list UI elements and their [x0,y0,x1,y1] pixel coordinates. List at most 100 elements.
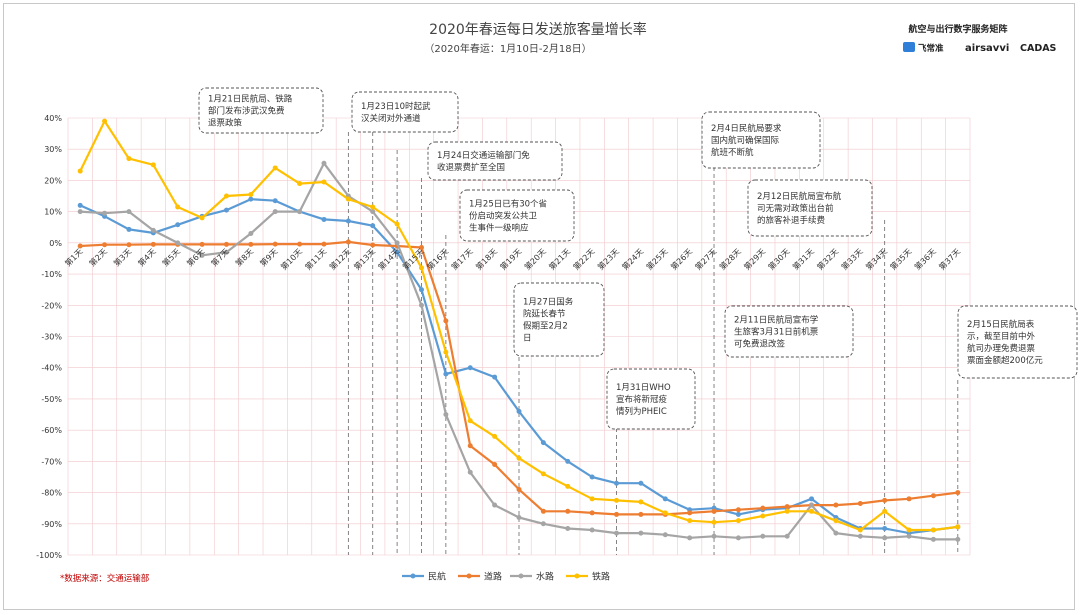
data-point [394,221,400,227]
data-point [321,160,327,166]
y-tick-label: 20% [44,176,62,185]
data-point [687,535,693,541]
annotation-text: 2月12日民航局宣布航 [757,191,842,202]
data-point [321,179,327,185]
data-source-note: *数据来源：交通运输部 [60,573,150,584]
data-point [540,440,546,446]
data-point [77,209,83,215]
x-tick-label: 第20天 [522,246,548,272]
annotation-text: 1月27日国务 [523,297,574,308]
annotation-text: 航班不断航 [711,147,754,158]
data-point [175,240,181,246]
data-point [638,499,644,505]
data-point [418,265,424,271]
annotation-text: 宣布将新冠疫 [616,394,668,405]
data-point [175,204,181,210]
data-point [833,502,839,508]
y-tick-label: -90% [41,520,62,529]
annotation-text: 收退票费扩至全国 [437,162,505,173]
data-point [784,504,790,510]
chart-title: 2020年春运每日发送旅客量增长率 [429,21,647,38]
data-point [614,480,620,486]
data-point [492,502,498,508]
legend-label: 铁路 [592,571,610,583]
data-point [467,443,473,449]
data-point [857,533,863,539]
data-point [540,471,546,477]
data-point [565,525,571,531]
data-point [735,511,741,517]
data-point [370,223,376,229]
data-point [394,249,400,255]
data-point [540,521,546,527]
annotation-text: 航司办理免费退票 [967,343,1036,354]
data-point [126,209,132,215]
x-tick-label: 第27天 [693,246,719,272]
x-tick-label: 第5天 [160,246,182,268]
data-point [272,198,278,204]
data-point [77,202,83,208]
data-point [126,156,132,162]
data-point [638,511,644,517]
data-point [760,513,766,519]
annotation-box [351,91,459,133]
y-tick-label: 10% [44,208,62,217]
data-point [370,242,376,248]
data-point [126,226,132,232]
data-point [857,500,863,506]
data-point [77,243,83,249]
data-point [297,181,303,187]
x-axis: 第1天 第2天 第3天 第4天 第5天 第6天 第7天 第8天 第9天 第10天 第11天 第12天第… [63,246,963,272]
data-point [272,165,278,171]
data-point [589,527,595,533]
data-point [467,365,473,371]
data-point [735,535,741,541]
data-point [297,241,303,247]
data-point [589,474,595,480]
annotation-text: 2月4日民航局要求 [711,123,782,134]
annotation-box [701,111,821,169]
data-point [760,505,766,511]
annotation-text: 1月25日已有30个省 [469,199,548,210]
legend-label: 道路 [484,571,502,583]
x-tick-label: 第8天 [233,246,255,268]
y-tick-label: -50% [41,395,62,404]
annotation-box [427,141,563,181]
data-point [906,496,912,502]
data-point [930,493,936,499]
data-point [955,536,961,542]
annotation-box [459,189,575,242]
feichangzhun-logo-icon [903,42,915,52]
data-point [492,374,498,380]
legend-swatch-marker [518,573,524,579]
data-point [711,508,717,514]
data-point [443,371,449,377]
annotation-text: 日 [523,334,532,344]
data-point [516,486,522,492]
annotation-text: 生旅客3月31日前机票 [734,327,819,338]
x-tick-label: 第1天 [63,246,85,268]
y-tick-label: 40% [44,114,62,123]
y-tick-label: -40% [41,364,62,373]
data-point [882,497,888,503]
y-tick-label: -60% [41,426,62,435]
x-tick-label: 第29天 [742,246,768,272]
annotation-box [724,305,854,358]
y-tick-label: -80% [41,489,62,498]
annotation-box [198,87,324,134]
legend-swatch-marker [466,573,472,579]
y-tick-label: -30% [41,333,62,342]
data-point [175,222,181,228]
data-point [711,533,717,539]
data-point [857,527,863,533]
data-point [248,230,254,236]
annotation-text: 1月23日10时起武 [361,101,431,112]
data-point [516,455,522,461]
data-point [223,249,229,255]
data-point [565,483,571,489]
annotation-box [747,179,873,237]
data-point [516,515,522,521]
y-tick-label: 30% [44,145,62,154]
annotation-text: 国内航司确保国际 [711,135,780,146]
